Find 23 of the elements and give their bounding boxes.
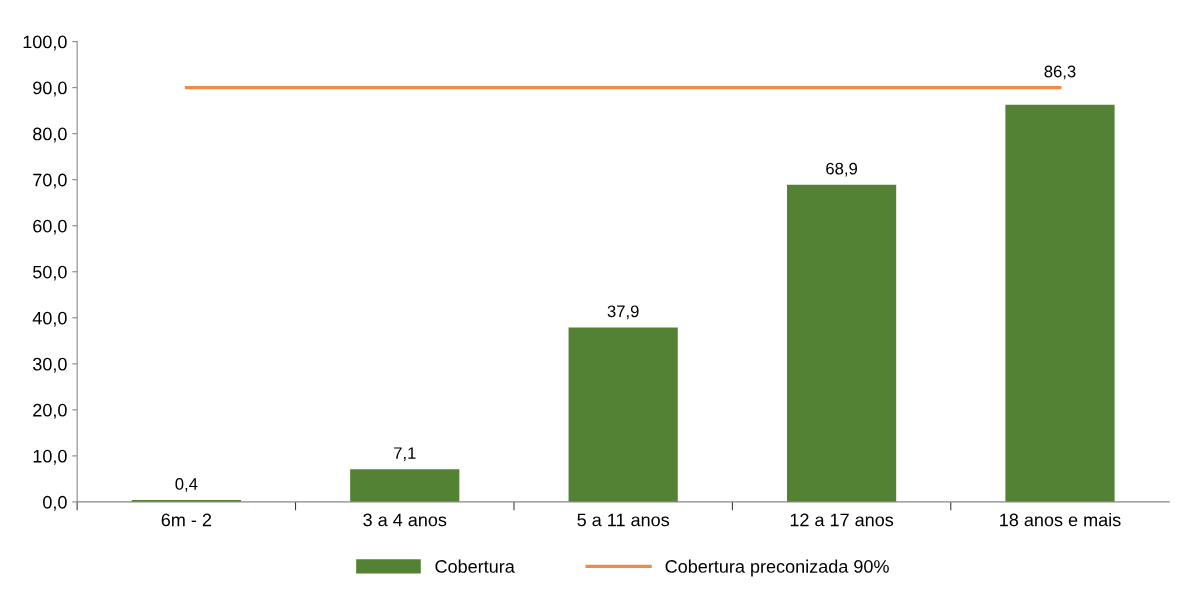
x-tick-label: 6m - 2	[161, 513, 212, 527]
data-label: 7,1	[394, 447, 416, 461]
y-tick-label: 10,0	[33, 449, 67, 465]
data-label: 0,4	[175, 478, 198, 492]
y-tick-label: 90,0	[33, 81, 67, 97]
y-tick-label: 20,0	[33, 403, 67, 419]
data-label: 86,3	[1044, 65, 1076, 80]
x-tick-label: 12 a 17 anos	[790, 513, 894, 527]
y-tick-label: 50,0	[33, 265, 67, 281]
x-tick-label: 3 a 4 anos	[363, 513, 447, 527]
legend-label: Cobertura preconizada 90%	[665, 559, 889, 577]
y-tick-label: 70,0	[33, 173, 67, 189]
data-label: 68,9	[826, 162, 858, 177]
x-tick-label: 18 anos e mais	[1000, 513, 1121, 527]
y-tick-label: 30,0	[32, 357, 67, 373]
y-tick-label: 60,0	[33, 219, 67, 235]
y-tick-label: 80,0	[33, 127, 67, 143]
x-tick-label: 5 a 11 anos	[577, 513, 670, 527]
y-tick-label: 0,0	[43, 495, 67, 511]
data-label: 37,9	[607, 305, 639, 320]
y-tick-label: 40,0	[32, 311, 67, 327]
legend-label: Cobertura	[435, 559, 515, 573]
y-tick-label: 100,0	[23, 35, 67, 51]
